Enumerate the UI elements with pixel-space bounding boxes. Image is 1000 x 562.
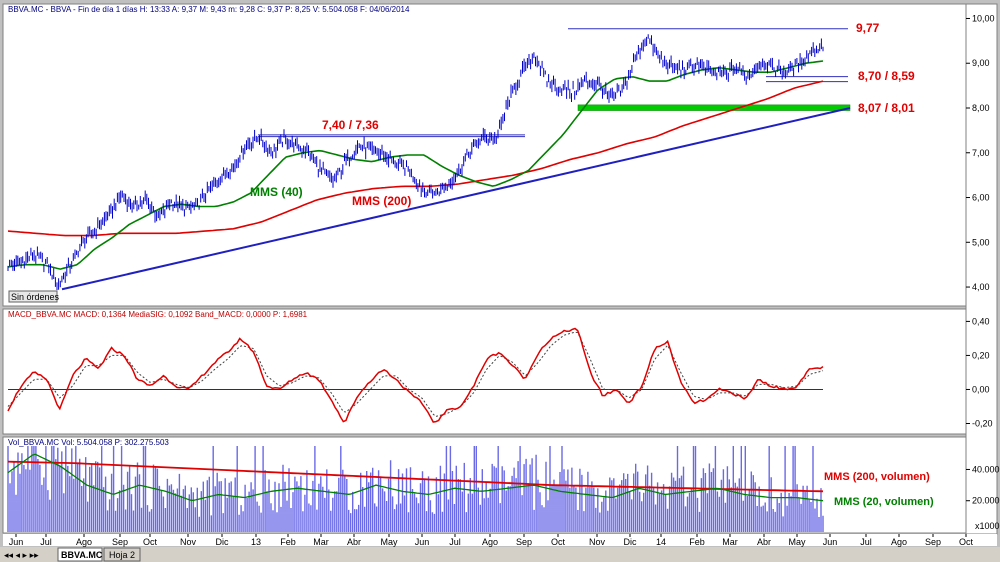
xtick-label: Dic [216, 537, 229, 547]
xtick-label: Jun [823, 537, 838, 547]
xtick-label: Jun [415, 537, 430, 547]
macd-ytick-label: 0,00 [972, 384, 990, 394]
macd-ytick-label: -0,20 [972, 418, 993, 428]
tab-bbva[interactable] [57, 547, 103, 562]
xtick-label: Ago [482, 537, 498, 547]
xtick-label: Feb [280, 537, 296, 547]
xtick-label: Nov [180, 537, 197, 547]
volume-mms20-label: MMS (20, volumen) [834, 496, 934, 508]
xtick-label: Sep [112, 537, 128, 547]
xtick-label: Ago [891, 537, 907, 547]
support-807-label: 8,07 / 8,01 [858, 101, 915, 115]
mms200-label: MMS (200) [352, 194, 411, 208]
volume-header: Vol_BBVA.MC Vol: 5.504.058 P: 302.275.50… [8, 438, 169, 447]
xtick-label: Nov [589, 537, 606, 547]
macd-signal-line [7, 331, 824, 417]
xtick-label: Oct [959, 537, 974, 547]
tab-bbva-label: BBVA.MC [61, 550, 103, 560]
xtick-label: Sep [516, 537, 532, 547]
xtick-label: May [788, 537, 806, 547]
price-ytick-label: 7,00 [972, 148, 990, 158]
resistance-870-label: 8,70 / 8,59 [858, 69, 915, 83]
xtick-label: Mar [722, 537, 738, 547]
xtick-label: Abr [347, 537, 361, 547]
xtick-label: Ago [76, 537, 92, 547]
xtick-label: Oct [551, 537, 566, 547]
xtick-label: 14 [656, 537, 666, 547]
mms200-line [7, 80, 824, 237]
tab-hoja2-label: Hoja 2 [109, 550, 135, 560]
xtick-label: Dic [624, 537, 637, 547]
vol-ytick-label: 40.000 [972, 464, 1000, 474]
x-axis-ticks: Jun Jul Ago Sep Oct Nov Dic 13 Feb Mar Abr May Jun Ju… [9, 534, 974, 547]
resistance-740-label: 7,40 / 7,36 [322, 118, 379, 132]
price-ytick-label: 4,00 [972, 282, 990, 292]
xtick-label: Abr [757, 537, 771, 547]
xtick-label: Mar [313, 537, 329, 547]
xtick-label: Jul [449, 537, 461, 547]
macd-panel [2, 308, 967, 435]
macd-line [7, 327, 824, 423]
xtick-label: Feb [689, 537, 705, 547]
volume-mms200-label: MMS (200, volumen) [824, 471, 930, 483]
price-ytick-label: 8,00 [972, 103, 990, 113]
xtick-label: Jun [9, 537, 24, 547]
macd-header: MACD_BBVA.MC MACD: 0,1364 MediaSIG: 0,10… [8, 310, 308, 319]
mms40-label: MMS (40) [250, 185, 303, 199]
x-axis-area [3, 534, 997, 546]
xtick-label: 13 [251, 537, 261, 547]
xtick-label: May [380, 537, 398, 547]
volume-scale-label: x1000 [975, 521, 1000, 531]
macd-chart: 0,40 0,20 0,00 -0,20 [7, 316, 993, 428]
macd-ytick-label: 0,40 [972, 316, 990, 326]
price-ytick-label: 9,00 [972, 58, 990, 68]
xtick-label: Jul [860, 537, 872, 547]
volume-mms200-line [7, 460, 824, 493]
tab-hoja2[interactable] [103, 547, 141, 562]
price-ytick-label: 6,00 [972, 193, 990, 203]
y-axis-area [965, 3, 998, 535]
xtick-label: Jul [40, 537, 52, 547]
vol-ytick-label: 20.000 [972, 496, 1000, 506]
price-ytick-label: 10,00 [972, 13, 995, 23]
tab-nav-arrows-icon[interactable]: ◂◂ ◂ ▸ ▸▸ [4, 550, 39, 560]
volume-mms20-line [7, 453, 824, 502]
price-header: BBVA.MC - BBVA - Fin de día 1 días H: 13… [8, 5, 410, 14]
sheet-tab-bar [0, 547, 1000, 562]
sin-ordenes-box[interactable] [8, 290, 58, 303]
xtick-label: Sep [925, 537, 941, 547]
price-ytick-label: 5,00 [972, 237, 990, 247]
price-bars [7, 34, 824, 291]
resistance-977-label: 9,77 [856, 21, 880, 35]
volume-chart: 40.000 20.000 [7, 446, 1000, 532]
price-panel [2, 3, 967, 307]
support-807-band [577, 104, 851, 111]
price-chart: 10,00 9,00 8,00 7,00 6,00 5,00 4,00 [7, 13, 995, 292]
mms40-line [7, 60, 824, 270]
uptrend-line [61, 107, 851, 291]
macd-ytick-label: 0,20 [972, 350, 990, 360]
sin-ordenes-label: Sin órdenes [11, 292, 60, 302]
xtick-label: Oct [143, 537, 158, 547]
